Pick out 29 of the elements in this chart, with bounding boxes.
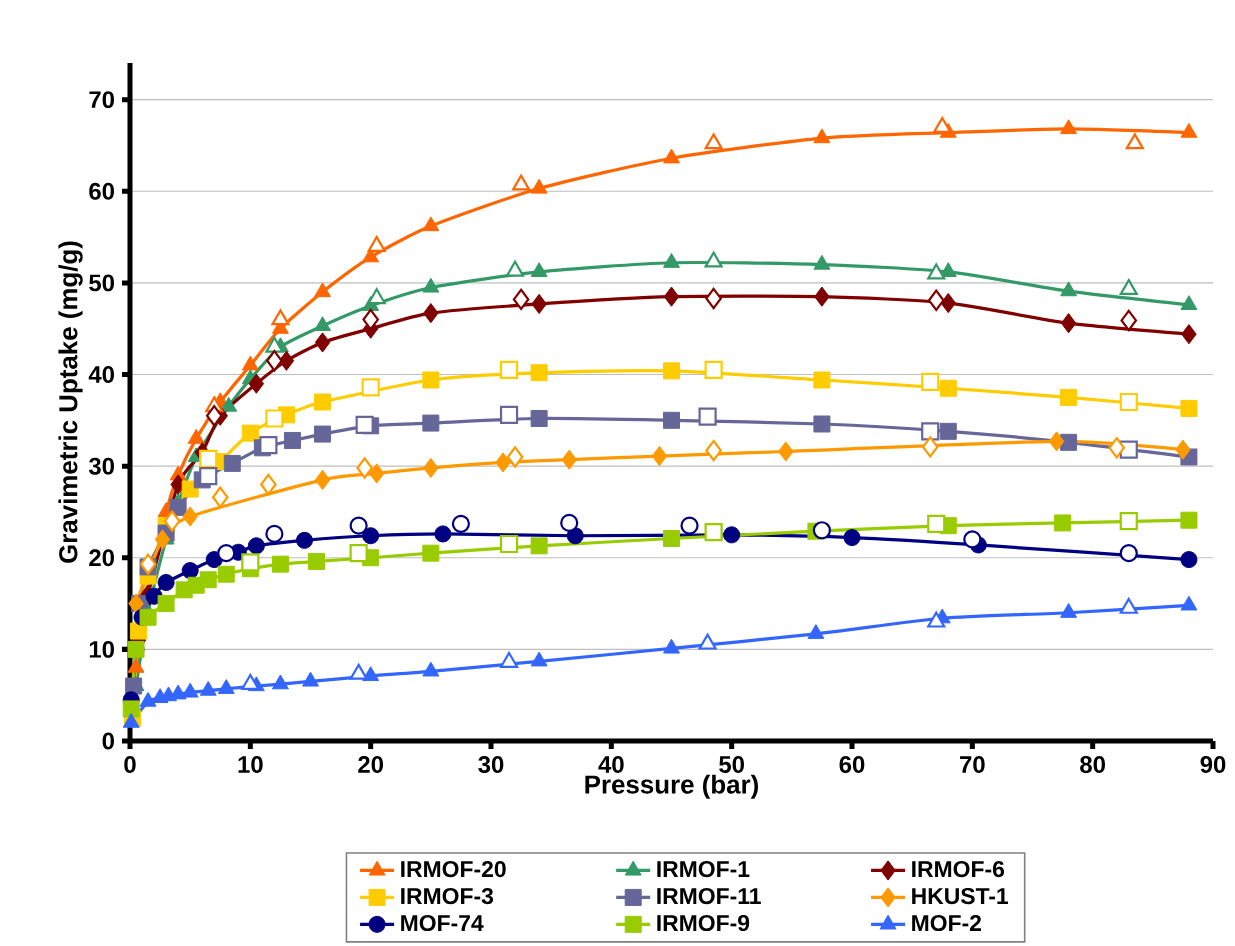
legend-label: MOF-2 <box>912 914 982 932</box>
x-tick-label: 40 <box>598 756 624 773</box>
x-tick-label: 20 <box>358 756 383 773</box>
y-tick-label: 0 <box>102 732 114 750</box>
legend-label: IRMOF-1 <box>657 860 750 878</box>
legend-label: MOF-74 <box>401 914 484 932</box>
x-tick-label: 90 <box>1200 756 1226 773</box>
x-tick-label: 80 <box>1080 756 1105 773</box>
legend-label: IRMOF-3 <box>401 887 494 905</box>
x-tick-label: 60 <box>839 756 865 773</box>
legend-label: IRMOF-11 <box>657 887 761 905</box>
legend-label: IRMOF-20 <box>401 860 506 878</box>
x-tick-label: 70 <box>960 756 985 773</box>
legend-label: IRMOF-6 <box>912 860 1005 878</box>
legend-label: IRMOF-9 <box>657 914 750 932</box>
y-tick-label: 10 <box>89 640 114 658</box>
y-tick-label: 40 <box>88 366 114 383</box>
x-tick-label: 10 <box>238 756 263 773</box>
x-tick-label: 30 <box>478 756 504 774</box>
x-tick-label: 0 <box>124 756 136 773</box>
y-tick-label: 70 <box>89 91 114 109</box>
y-tick-label: 30 <box>88 457 114 475</box>
x-tick-label: 50 <box>719 756 744 773</box>
legend-label: HKUST-1 <box>912 887 1009 905</box>
x-axis-title: Pressure (bar) <box>585 774 758 799</box>
y-tick-label: 50 <box>89 274 114 292</box>
y-tick-label: 60 <box>89 182 114 200</box>
y-tick-label: 20 <box>89 549 114 567</box>
y-axis-title: Gravimetric Uptake (mg/g) <box>58 241 83 563</box>
